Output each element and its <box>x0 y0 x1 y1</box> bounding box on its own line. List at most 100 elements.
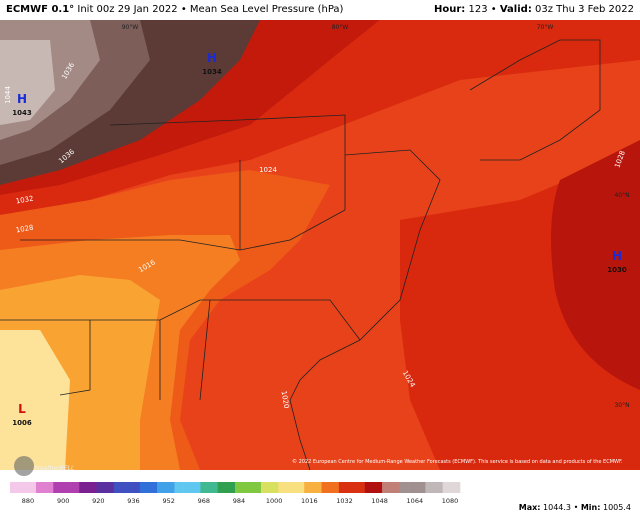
state-line <box>0 155 361 401</box>
grid-label: 80°W <box>332 24 349 31</box>
colorbar-label: 968 <box>198 497 210 505</box>
colorbar-swatch <box>243 482 253 493</box>
center-value: 1043 <box>12 109 32 117</box>
colorbar-swatch <box>278 482 288 493</box>
colorbar-swatch <box>425 482 435 493</box>
separator: • <box>574 503 579 512</box>
separator: • <box>490 4 497 15</box>
valid: 03z Thu 3 Feb 2022 <box>535 4 634 15</box>
colorbar-label: 900 <box>57 497 69 505</box>
colorbar-swatch <box>53 482 63 493</box>
colorbar-swatch <box>347 482 357 493</box>
center-symbol: L <box>18 402 26 416</box>
colorbar-swatch <box>113 482 123 493</box>
pressure-band <box>0 330 70 470</box>
center-value: 1030 <box>607 266 627 274</box>
colorbar-label: 984 <box>233 497 245 505</box>
colorbar: 880 900 920 936 952 968 984 1000 1016 1032 1048 106… <box>10 482 461 505</box>
colorbar-swatch <box>35 482 45 493</box>
colorbar-swatch <box>408 482 418 493</box>
colorbar-swatch <box>148 482 158 493</box>
colorbar-swatch <box>390 482 400 493</box>
credit: © 2022 European Centre for Medium-Range … <box>292 458 623 465</box>
colorbar-label: 920 <box>92 497 104 505</box>
title: Mean Sea Level Pressure (hPa) <box>189 4 344 15</box>
coastline <box>469 39 601 161</box>
logo-icon <box>14 456 34 476</box>
colorbar-swatch <box>442 482 452 493</box>
colorbar-swatch <box>87 482 97 493</box>
contour-label: 1028 <box>15 224 34 235</box>
colorbar-swatch <box>18 482 28 493</box>
colorbar-label: 1016 <box>301 497 318 505</box>
contour-label: 1044 <box>4 86 12 104</box>
colorbar-swatch <box>44 482 54 493</box>
colorbar-swatch <box>252 482 262 493</box>
pressure-band <box>0 20 640 215</box>
init: Init 00z 29 Jan 2022 <box>77 4 178 15</box>
colorbar-swatch <box>217 482 227 493</box>
colorbar-swatch <box>295 482 305 493</box>
contour-label: 1032 <box>15 195 34 206</box>
min-label: Min: <box>581 503 601 512</box>
colorbar-swatch <box>209 482 218 493</box>
colorbar-swatch <box>382 482 392 493</box>
colorbar-swatch <box>200 482 210 493</box>
center-value: 1034 <box>202 68 222 76</box>
coastline <box>109 114 441 471</box>
colorbar-swatch <box>364 482 374 493</box>
center-value: 1006 <box>12 419 32 427</box>
grid-label: 70°W <box>537 24 554 31</box>
pressure-band <box>551 140 640 390</box>
colorbar-swatch <box>183 482 193 493</box>
colorbar-swatch <box>191 482 201 493</box>
borders <box>0 39 601 471</box>
colorbar-swatch <box>356 482 366 493</box>
colorbar-swatch <box>451 482 461 493</box>
center-symbol: H <box>17 92 27 106</box>
min: 1005.4 <box>603 503 631 512</box>
model: ECMWF 0.1° <box>6 4 75 15</box>
colorbar-swatch <box>61 482 71 493</box>
colorbar-swatch <box>27 482 37 493</box>
separator: • <box>180 4 187 15</box>
max: 1044.3 <box>543 503 571 512</box>
colorbar-swatch <box>416 482 426 493</box>
colorbar-label: 880 <box>22 497 34 505</box>
colorbar-swatch <box>321 482 331 493</box>
colorbar-swatch <box>165 482 175 493</box>
colorbar-label: 1000 <box>266 497 283 505</box>
colorbar-swatch <box>286 482 296 493</box>
header-left: ECMWF 0.1° Init 00z 29 Jan 2022 • Mean S… <box>6 4 343 15</box>
grid-label: 30°N <box>614 402 629 409</box>
colorbar-swatch <box>373 482 383 493</box>
colorbar-swatch <box>399 482 409 493</box>
colorbar-swatch <box>434 482 443 493</box>
center-symbol: H <box>612 249 622 263</box>
colorbar-swatch <box>139 482 149 493</box>
pressure-band <box>0 40 55 125</box>
contour-label: 1024 <box>259 166 277 174</box>
colorbar-swatch <box>70 482 80 493</box>
colorbar-label: 1048 <box>371 497 388 505</box>
colorbar-label: 1080 <box>442 497 459 505</box>
colorbar-swatch <box>226 482 236 493</box>
grid-label: 90°W <box>122 24 139 31</box>
colorbar-swatch <box>269 482 279 493</box>
colorbar-swatch <box>312 482 322 493</box>
colorbar-swatch <box>304 482 314 493</box>
max-label: Max: <box>519 503 541 512</box>
colorbar-swatch <box>105 482 115 493</box>
header-right: Hour: 123 • Valid: 03z Thu 3 Feb 2022 <box>434 4 634 15</box>
pressure-fill <box>0 20 640 470</box>
colorbar-swatch <box>122 482 132 493</box>
hour: 123 <box>468 4 488 15</box>
logo: WeatherBELL <box>34 465 74 472</box>
colorbar-swatch <box>79 482 89 493</box>
colorbar-swatch <box>260 482 270 493</box>
colorbar-swatch <box>157 482 167 493</box>
grid-label: 40°N <box>614 192 629 199</box>
colorbar-label: 1032 <box>336 497 353 505</box>
